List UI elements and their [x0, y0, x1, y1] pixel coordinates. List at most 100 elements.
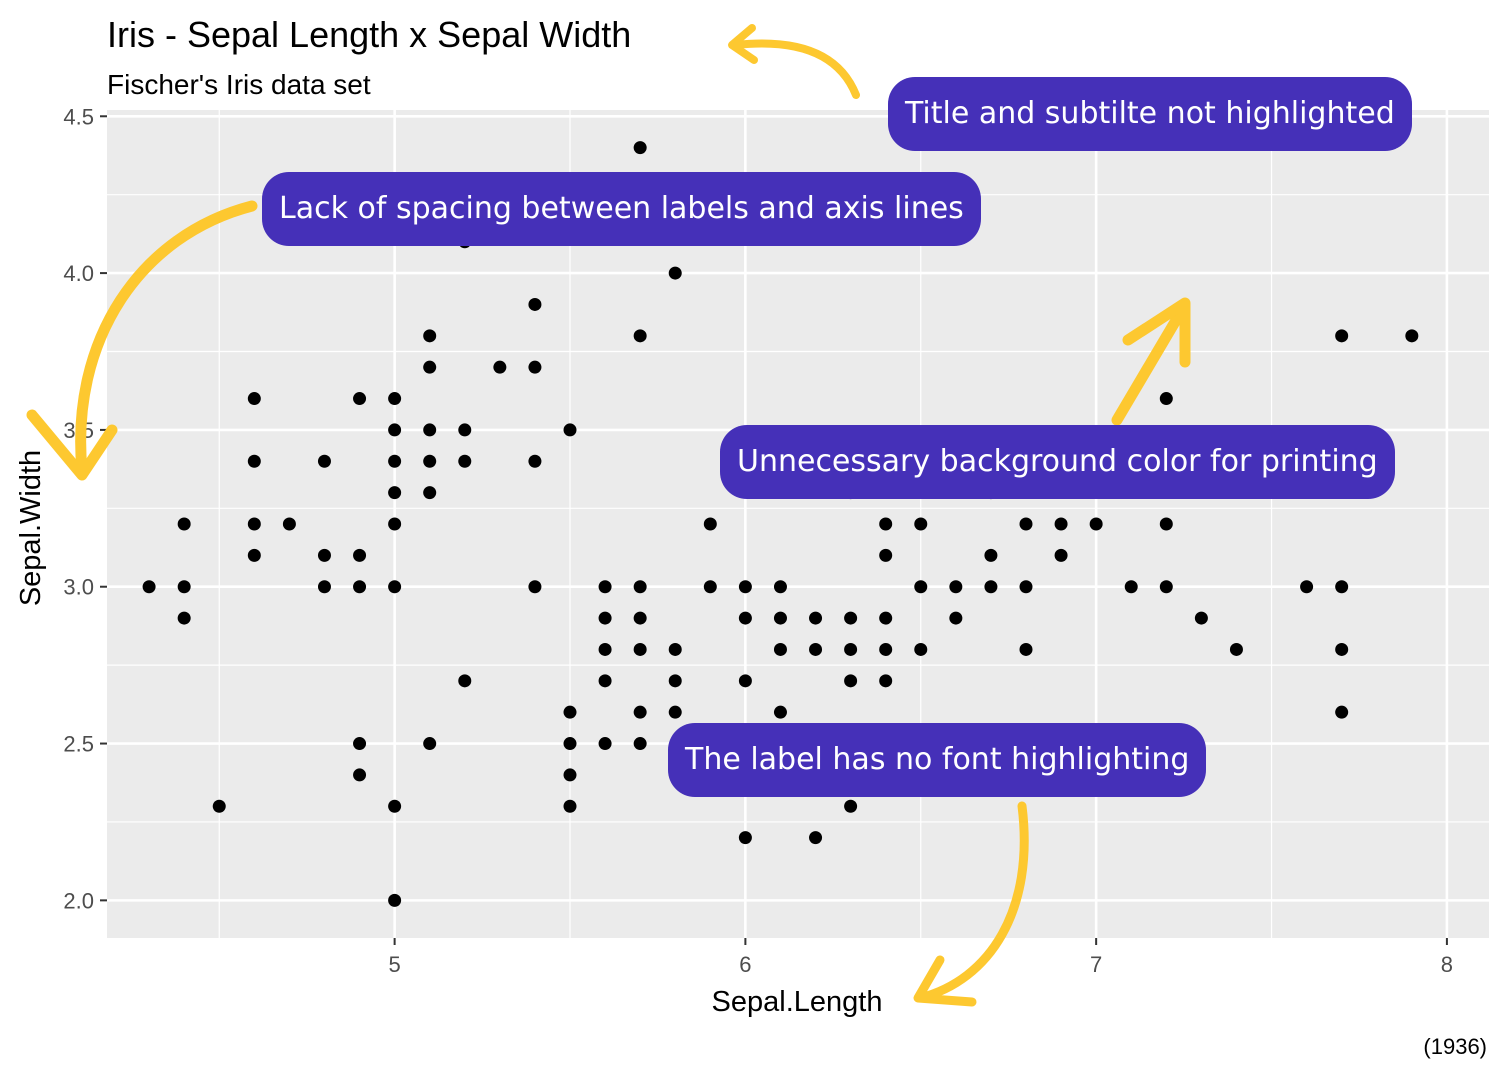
data-point: [282, 517, 296, 531]
data-point: [563, 423, 577, 437]
callout-label-spacing: Lack of spacing between labels and axis …: [262, 172, 981, 246]
data-point: [423, 329, 437, 343]
x-axis-ticks: 5 6 7 8: [388, 938, 1453, 977]
data-point: [1019, 580, 1033, 594]
data-point: [563, 799, 577, 813]
data-point: [668, 705, 682, 719]
data-point: [458, 454, 472, 468]
data-point: [738, 580, 752, 594]
data-point: [844, 642, 858, 656]
data-point: [1335, 642, 1349, 656]
data-point: [423, 486, 437, 500]
y-axis-ticks: 2.02.53.03.54.04.5: [63, 104, 107, 913]
data-point: [879, 674, 893, 688]
data-point: [388, 580, 402, 594]
y-tick-label: 4.0: [63, 261, 94, 286]
data-point: [738, 611, 752, 625]
x-tick-label: 6: [739, 952, 751, 977]
data-point: [914, 517, 928, 531]
data-point: [984, 548, 998, 562]
data-point: [1054, 517, 1068, 531]
data-point: [423, 454, 437, 468]
data-point: [1194, 611, 1208, 625]
data-point: [703, 580, 717, 594]
data-point: [177, 580, 191, 594]
data-point: [353, 768, 367, 782]
plot-panel: [107, 110, 1489, 938]
y-tick-label: 4.5: [63, 104, 94, 129]
data-point: [914, 580, 928, 594]
data-point: [879, 642, 893, 656]
data-point: [703, 517, 717, 531]
data-point: [1300, 580, 1314, 594]
arrow-to-x-axis-title: [913, 801, 1029, 1007]
data-point: [458, 674, 472, 688]
data-point: [317, 580, 331, 594]
data-point: [914, 642, 928, 656]
data-point: [528, 454, 542, 468]
arrow-to-title: [728, 24, 860, 99]
data-point: [1159, 392, 1173, 406]
data-point: [177, 611, 191, 625]
data-point: [1335, 705, 1349, 719]
arrow-to-panel: [1111, 297, 1191, 426]
data-point: [388, 423, 402, 437]
data-point: [388, 893, 402, 907]
chart-caption: (1936): [1423, 1034, 1487, 1059]
data-point: [633, 705, 647, 719]
data-point: [879, 548, 893, 562]
data-point: [563, 768, 577, 782]
data-point: [212, 799, 226, 813]
data-point: [844, 799, 858, 813]
data-point: [563, 705, 577, 719]
data-point: [633, 642, 647, 656]
data-point: [563, 737, 577, 751]
data-point: [598, 737, 612, 751]
data-point: [353, 392, 367, 406]
data-point: [984, 580, 998, 594]
data-point: [388, 454, 402, 468]
data-point: [423, 737, 437, 751]
data-point: [1019, 517, 1033, 531]
data-point: [1124, 580, 1138, 594]
data-point: [493, 360, 507, 374]
data-point: [353, 580, 367, 594]
data-point: [633, 329, 647, 343]
data-point: [177, 517, 191, 531]
data-point: [423, 423, 437, 437]
scatter-points: [142, 141, 1419, 907]
data-point: [738, 831, 752, 845]
data-point: [879, 611, 893, 625]
data-point: [773, 705, 787, 719]
data-point: [317, 454, 331, 468]
data-point: [809, 611, 823, 625]
data-point: [388, 392, 402, 406]
data-point: [773, 611, 787, 625]
data-point: [528, 360, 542, 374]
data-point: [598, 580, 612, 594]
callout-title-not-highlighted: Title and subtilte not highlighted: [888, 77, 1412, 151]
data-point: [773, 642, 787, 656]
y-tick-label: 3.0: [63, 575, 94, 600]
data-point: [1019, 642, 1033, 656]
data-point: [633, 580, 647, 594]
data-point: [844, 674, 858, 688]
chart-subtitle: Fischer's Iris data set: [107, 69, 371, 100]
chart-title: Iris - Sepal Length x Sepal Width: [107, 14, 631, 55]
data-point: [388, 517, 402, 531]
data-point: [668, 674, 682, 688]
data-point: [879, 517, 893, 531]
data-point: [598, 674, 612, 688]
data-point: [1405, 329, 1419, 343]
arrow-to-y-axis: [26, 200, 258, 481]
data-point: [528, 297, 542, 311]
data-point: [633, 141, 647, 155]
data-point: [423, 360, 437, 374]
data-point: [528, 580, 542, 594]
data-point: [668, 266, 682, 280]
data-point: [809, 831, 823, 845]
data-point: [809, 642, 823, 656]
callout-background-color: Unnecessary background color for printin…: [720, 425, 1395, 499]
data-point: [353, 737, 367, 751]
